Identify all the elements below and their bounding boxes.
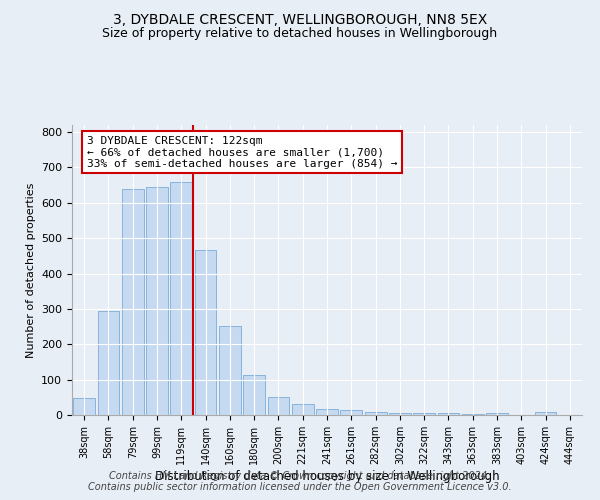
Bar <box>268 396 289 415</box>
Bar <box>97 310 119 415</box>
Text: Contains HM Land Registry data © Crown copyright and database right 2024.
Contai: Contains HM Land Registry data © Crown c… <box>88 471 512 492</box>
Bar <box>292 404 314 415</box>
Text: 3 DYBDALE CRESCENT: 122sqm
← 66% of detached houses are smaller (1,700)
33% of s: 3 DYBDALE CRESCENT: 122sqm ← 66% of deta… <box>86 136 397 169</box>
Bar <box>73 398 95 415</box>
Text: 3, DYBDALE CRESCENT, WELLINGBOROUGH, NN8 5EX: 3, DYBDALE CRESCENT, WELLINGBOROUGH, NN8… <box>113 12 487 26</box>
Y-axis label: Number of detached properties: Number of detached properties <box>26 182 35 358</box>
Bar <box>194 250 217 415</box>
Text: Size of property relative to detached houses in Wellingborough: Size of property relative to detached ho… <box>103 28 497 40</box>
Bar <box>340 410 362 415</box>
Bar <box>219 326 241 415</box>
Bar <box>170 182 192 415</box>
Bar <box>146 187 168 415</box>
Bar <box>486 413 508 415</box>
X-axis label: Distribution of detached houses by size in Wellingborough: Distribution of detached houses by size … <box>155 470 499 482</box>
Bar <box>413 413 435 415</box>
Bar <box>316 408 338 415</box>
Bar <box>535 412 556 415</box>
Bar <box>462 414 484 415</box>
Bar <box>243 375 265 415</box>
Bar <box>389 413 411 415</box>
Bar <box>437 413 460 415</box>
Bar <box>122 188 143 415</box>
Bar <box>365 412 386 415</box>
